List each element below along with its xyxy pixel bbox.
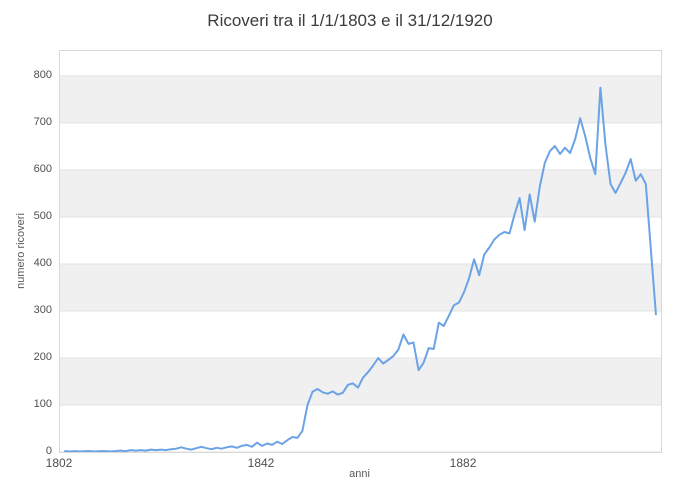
data-line-ricoveri (64, 86, 657, 452)
x-tick-label: 1842 (247, 456, 275, 470)
background-band (60, 169, 661, 217)
y-tick-label: 800 (33, 68, 52, 81)
x-axis-title: anni (349, 468, 370, 480)
y-tick-label: 500 (33, 209, 52, 222)
plot-canvas (60, 75, 661, 452)
y-tick-label: 300 (33, 303, 52, 316)
y-tick-label: 700 (33, 115, 52, 128)
y-tick-label: 600 (33, 162, 52, 175)
plot-area (59, 50, 662, 453)
y-tick-label: 200 (33, 350, 52, 363)
x-tick-label: 1882 (449, 456, 477, 470)
y-tick-label: 0 (45, 445, 52, 457)
y-tick-label: 400 (33, 256, 52, 269)
y-tick-label: 100 (33, 397, 52, 410)
background-band (60, 263, 661, 311)
x-tick-label: 1802 (45, 456, 73, 470)
chart-title: Ricoveri tra il 1/1/1803 e il 31/12/1920 (207, 11, 493, 30)
background-band (60, 75, 661, 123)
